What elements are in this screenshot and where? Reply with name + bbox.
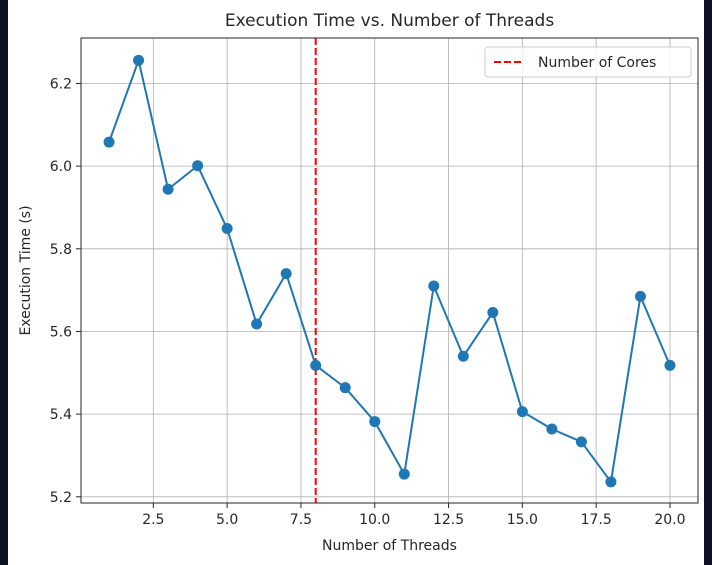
data-point (428, 280, 440, 292)
data-point (457, 350, 469, 362)
x-axis-ticks: 2.5 5.0 7.5 10.0 12.5 15.0 17.5 20.0 (142, 503, 686, 528)
x-tick-label: 7.5 (290, 512, 312, 528)
data-point (398, 468, 410, 480)
legend-box (484, 46, 692, 78)
y-tick-label: 5.6 (50, 324, 72, 340)
legend-label-number-of-cores: Number of Cores (538, 55, 656, 71)
data-point (605, 476, 617, 488)
x-axis-label: Number of Threads (322, 538, 457, 554)
x-tick-label: 5.0 (216, 512, 238, 528)
y-tick-label: 5.8 (50, 242, 72, 258)
legend: Number of Cores (484, 46, 692, 78)
y-tick-label: 5.4 (50, 407, 72, 423)
data-point (310, 359, 322, 371)
y-axis-label: Execution Time (s) (18, 205, 34, 335)
series-line (108, 59, 671, 483)
data-point (103, 136, 115, 148)
data-point (221, 223, 233, 235)
data-point (664, 359, 676, 371)
data-point (192, 160, 204, 172)
data-point (516, 406, 528, 418)
data-point (369, 416, 381, 428)
data-point (251, 318, 263, 330)
data-point (133, 54, 145, 66)
x-tick-label: 15.0 (507, 512, 538, 528)
chart-title: Execution Time vs. Number of Threads (225, 11, 554, 31)
y-axis-ticks: 5.2 5.4 5.6 5.8 6.0 6.2 (50, 76, 81, 506)
y-tick-label: 6.0 (50, 159, 72, 175)
line-chart: 2.5 5.0 7.5 10.0 12.5 15.0 17.5 20.0 5.25.45.65… (18, 11, 699, 554)
x-tick-label: 12.5 (433, 512, 464, 528)
x-tick-label: 2.5 (142, 512, 164, 528)
data-point (634, 290, 646, 302)
chart-figure: 2.5 5.0 7.5 10.0 12.5 15.0 17.5 20.0 5.2 5.4 5.6 5… (8, 0, 704, 565)
data-point (280, 268, 292, 280)
x-tick-label: 10.0 (359, 512, 390, 528)
y-tick-label: 5.2 (50, 490, 72, 506)
x-tick-label: 17.5 (581, 512, 612, 528)
x-tick-label: 20.0 (654, 512, 685, 528)
data-point (575, 436, 587, 448)
grid (81, 38, 698, 503)
data-point (162, 183, 174, 195)
data-point (339, 382, 351, 394)
plot-frame (80, 37, 699, 504)
series-layer (103, 54, 676, 488)
y-tick-label: 6.2 (50, 76, 72, 92)
data-point (487, 306, 499, 318)
data-point (546, 423, 558, 435)
